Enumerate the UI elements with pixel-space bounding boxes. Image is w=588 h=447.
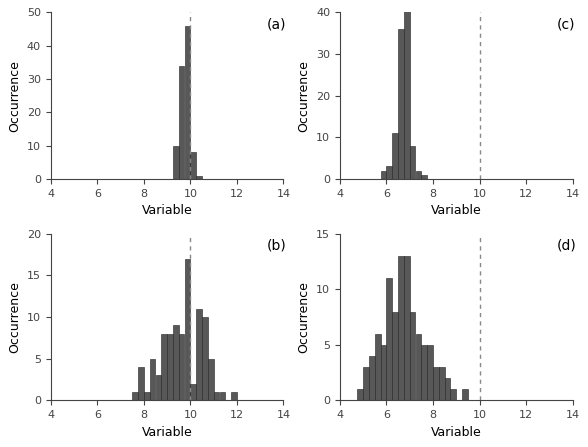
Bar <box>404 8 410 179</box>
Text: (c): (c) <box>556 17 575 31</box>
Bar <box>416 171 421 179</box>
Bar <box>185 25 191 179</box>
Bar <box>439 367 445 401</box>
Y-axis label: Occurrence: Occurrence <box>8 281 21 353</box>
X-axis label: Variable: Variable <box>142 426 192 439</box>
Y-axis label: Occurrence: Occurrence <box>8 60 21 131</box>
Bar <box>196 309 202 401</box>
Bar <box>173 146 179 179</box>
Bar <box>155 375 161 401</box>
Bar <box>410 146 416 179</box>
Bar <box>191 152 196 179</box>
Bar <box>386 278 392 401</box>
Bar <box>392 133 398 179</box>
Bar <box>132 392 138 401</box>
Bar <box>196 176 202 179</box>
Bar <box>380 345 386 401</box>
Bar <box>202 317 208 401</box>
Y-axis label: Occurrence: Occurrence <box>298 60 310 131</box>
Bar <box>410 312 416 401</box>
Bar <box>386 166 392 179</box>
Bar <box>179 334 185 401</box>
Bar <box>398 256 404 401</box>
Bar <box>191 384 196 401</box>
Bar <box>404 256 410 401</box>
Bar <box>138 367 144 401</box>
Bar <box>427 345 433 401</box>
Bar <box>363 367 369 401</box>
Bar <box>179 66 185 179</box>
Bar <box>398 29 404 179</box>
Bar <box>150 359 155 401</box>
Bar <box>173 325 179 401</box>
Bar <box>445 378 450 401</box>
Bar <box>213 392 219 401</box>
Bar <box>450 389 456 401</box>
Text: (d): (d) <box>556 239 576 253</box>
X-axis label: Variable: Variable <box>142 204 192 217</box>
Bar <box>422 345 427 401</box>
Bar <box>161 334 167 401</box>
Bar <box>185 259 191 401</box>
Bar <box>462 389 468 401</box>
Text: (b): (b) <box>267 239 287 253</box>
Y-axis label: Occurrence: Occurrence <box>298 281 310 353</box>
Text: (a): (a) <box>267 17 287 31</box>
Bar <box>392 312 398 401</box>
Bar <box>358 389 363 401</box>
Bar <box>167 334 173 401</box>
Bar <box>208 359 213 401</box>
Bar <box>416 334 421 401</box>
Bar <box>144 392 149 401</box>
Bar <box>231 392 237 401</box>
Bar <box>369 356 375 401</box>
Bar <box>219 392 225 401</box>
Bar <box>433 367 439 401</box>
Bar <box>375 334 380 401</box>
Bar <box>422 175 427 179</box>
X-axis label: Variable: Variable <box>431 426 482 439</box>
Bar <box>380 171 386 179</box>
X-axis label: Variable: Variable <box>431 204 482 217</box>
